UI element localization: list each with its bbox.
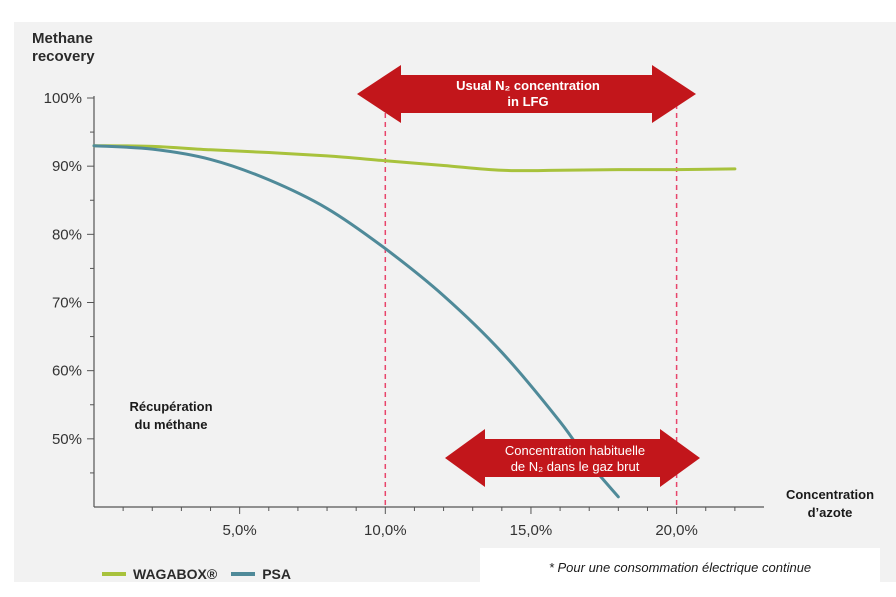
x-tick-label: 10,0% [364,522,407,539]
y-tick-label: 50% [52,431,82,448]
x-tick-label: 5,0% [223,522,257,539]
y-axis-title-line-1: Methane [32,30,93,47]
top-arrow-label-line-2: in LFG [507,94,549,109]
legend-label-psa: PSA [262,566,292,582]
french-y-axis-label-line-2: du méthane [134,417,208,432]
x-tick-label: 20,0% [655,522,698,539]
y-tick-label: 80% [52,226,82,243]
legend-item-wagabox: WAGABOX® [102,566,217,582]
legend-swatch-wagabox [102,572,126,576]
french-y-axis-label-line-1: Récupération [129,399,213,414]
bottom-arrow-label-line-1: Concentration habituelle [504,443,646,458]
chart-panel [14,22,896,582]
footnote: * Pour une consommation électrique conti… [548,560,812,575]
x-axis-title-line-1: Concentration [785,487,875,502]
bottom-arrow-label: Concentration habituelle de N₂ dans le g… [470,443,680,475]
y-axis-title: Methane recovery [32,30,95,66]
bottom-arrow-label-line-2: de N₂ dans le gaz brut [510,459,640,474]
legend-label-wagabox: WAGABOX® [133,566,218,582]
top-arrow-label: Usual N₂ concentration in LFG [418,78,638,110]
y-tick-label: 90% [52,158,82,175]
top-double-arrow [357,65,696,123]
legend-swatch-psa [231,572,256,576]
chart-legend: WAGABOX® PSA [102,566,305,582]
y-tick-label: 100% [44,90,82,107]
series-line-psa [92,144,620,499]
y-tick-label: 70% [52,295,82,312]
top-arrow-label-line-1: Usual N₂ concentration [456,78,600,93]
x-tick-label: 15,0% [510,522,553,539]
footnote-box [480,548,880,586]
x-axis-title-line-2: d’azote [807,505,853,520]
y-axis-title-line-2: recovery [32,48,95,65]
french-y-axis-label: Récupération du méthane [118,398,224,434]
y-tick-label: 60% [52,363,82,380]
bottom-double-arrow [445,429,700,487]
series-line-wagabox [92,144,737,173]
legend-item-psa: PSA [231,566,291,582]
x-axis-title: Concentration d’azote [765,486,895,522]
